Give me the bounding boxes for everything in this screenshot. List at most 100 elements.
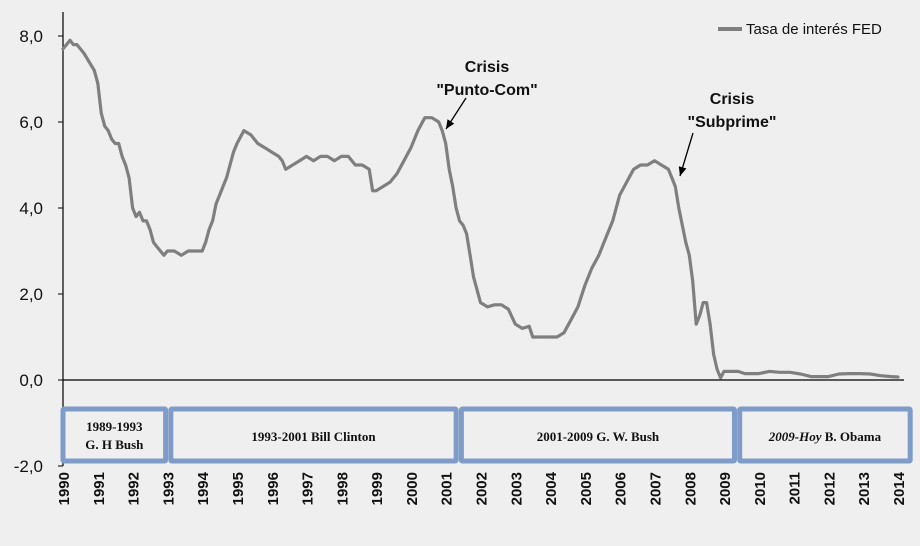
x-tick-label: 2011 <box>787 472 804 505</box>
data-point <box>218 194 221 196</box>
data-point <box>709 323 711 325</box>
data-point <box>611 220 614 222</box>
data-point <box>124 164 127 166</box>
data-point <box>114 142 116 145</box>
data-point <box>751 372 753 375</box>
annotation-text: "Punto-Com" <box>436 82 537 99</box>
data-point <box>347 155 350 158</box>
data-point <box>79 48 82 50</box>
data-point <box>514 323 517 325</box>
data-point <box>375 190 377 192</box>
x-tick-label: 2003 <box>508 472 525 505</box>
x-tick-label: 2014 <box>891 471 908 505</box>
y-tick-label: 8,0 <box>19 27 43 46</box>
data-point <box>271 151 273 153</box>
data-point <box>211 220 214 222</box>
data-point <box>180 254 183 257</box>
x-tick-label: 1998 <box>334 472 351 505</box>
data-point <box>319 155 322 158</box>
data-point <box>371 190 374 192</box>
data-point <box>570 319 572 321</box>
y-tick-label: 2,0 <box>19 285 43 304</box>
x-tick-label: 1999 <box>369 472 386 505</box>
data-point <box>528 325 530 328</box>
data-point <box>305 155 308 158</box>
data-point <box>340 155 343 158</box>
x-tick-label: 2010 <box>752 472 769 505</box>
data-point <box>131 207 134 209</box>
x-tick-label: 2008 <box>682 472 699 505</box>
annotation-text: Crisis <box>710 91 755 108</box>
x-tick-label: 1990 <box>56 472 73 505</box>
data-point <box>674 185 677 188</box>
data-point <box>702 301 704 304</box>
period-label: 1989-1993 <box>86 419 143 434</box>
period-label-name: B. Obama <box>822 429 882 444</box>
data-point <box>472 276 475 278</box>
data-point <box>716 368 718 371</box>
x-tick-label: 1991 <box>91 472 108 505</box>
data-point <box>618 194 621 196</box>
data-point <box>333 159 336 162</box>
data-point <box>768 370 771 373</box>
data-point <box>869 373 871 375</box>
data-point <box>121 155 123 158</box>
data-point <box>417 129 419 132</box>
data-point <box>166 250 169 252</box>
data-point <box>820 375 823 378</box>
data-point <box>88 61 90 63</box>
period-label: 2001-2009 G. W. Bush <box>537 429 660 444</box>
data-point <box>354 164 357 166</box>
data-point <box>65 43 68 46</box>
data-point <box>284 168 287 171</box>
data-point <box>698 314 701 317</box>
data-point <box>848 372 851 375</box>
data-point <box>69 39 71 42</box>
data-point <box>159 250 162 252</box>
annotation-text: Crisis <box>465 59 510 76</box>
data-point <box>451 185 454 188</box>
data-point <box>486 306 489 308</box>
data-point <box>142 220 144 222</box>
data-point <box>368 168 371 171</box>
data-point <box>396 172 398 175</box>
data-point <box>431 116 433 119</box>
data-point <box>577 306 579 308</box>
data-point <box>758 372 760 375</box>
data-point <box>507 308 510 310</box>
data-point <box>361 164 364 166</box>
x-tick-label: 2006 <box>613 472 630 505</box>
data-point <box>257 142 259 145</box>
y-tick-label: 6,0 <box>19 113 43 132</box>
data-point <box>277 155 280 158</box>
data-point <box>100 112 103 115</box>
data-point <box>448 168 451 171</box>
data-point <box>173 250 176 252</box>
data-point <box>232 151 235 153</box>
data-point <box>719 377 722 379</box>
y-tick-label: 4,0 <box>19 199 43 218</box>
data-point <box>691 280 694 282</box>
x-tick-label: 2005 <box>578 472 595 505</box>
x-tick-label: 1997 <box>300 472 317 505</box>
data-point <box>604 237 607 239</box>
data-point <box>632 168 635 171</box>
data-point <box>208 228 210 231</box>
data-point <box>744 372 746 375</box>
data-point <box>149 228 151 231</box>
x-tick-label: 2013 <box>856 472 873 505</box>
data-point <box>264 147 266 149</box>
x-tick-label: 2002 <box>474 472 491 505</box>
data-point <box>799 373 802 375</box>
data-point <box>858 372 861 375</box>
data-point <box>879 374 882 377</box>
data-point <box>298 159 301 162</box>
data-point <box>500 304 503 306</box>
data-point <box>382 185 384 188</box>
data-point <box>444 142 447 145</box>
data-point <box>187 250 189 252</box>
data-point <box>639 164 642 166</box>
x-tick-label: 1996 <box>265 472 282 505</box>
data-point <box>437 121 440 123</box>
